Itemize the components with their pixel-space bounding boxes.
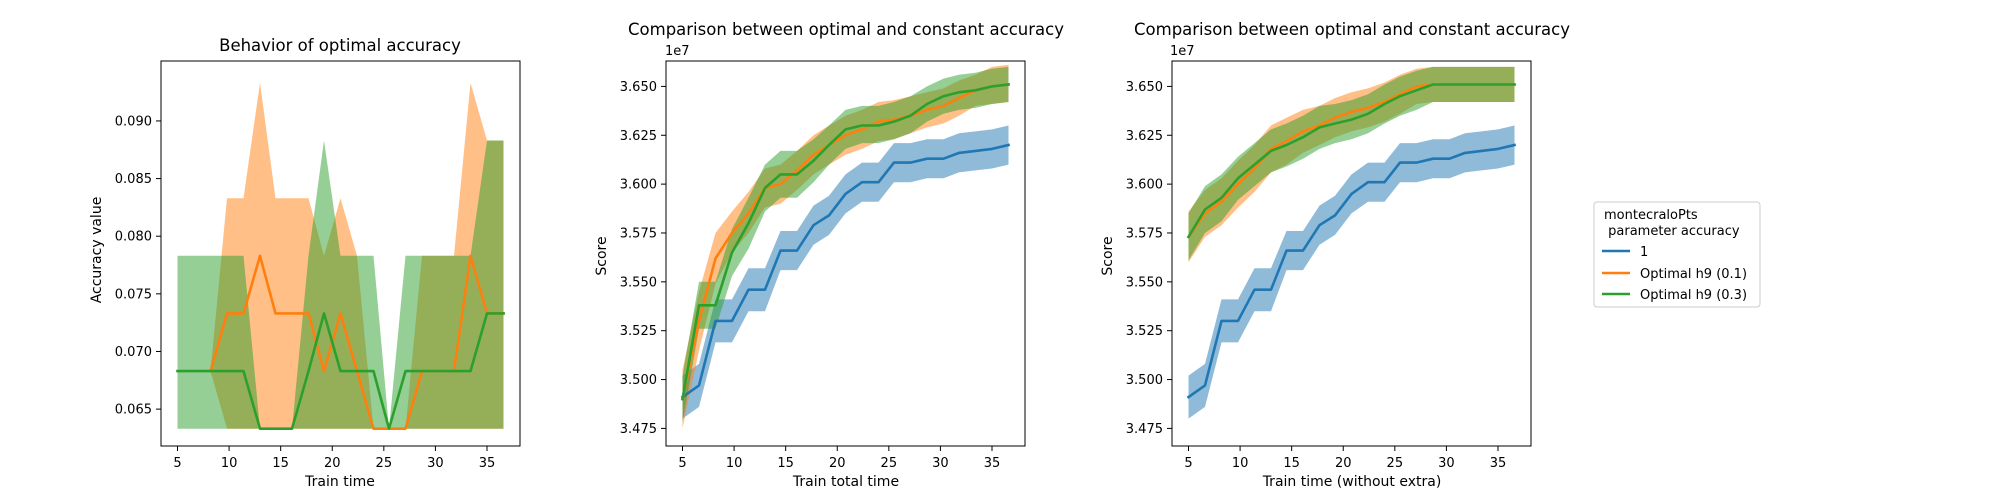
y-axis-ticks: 0.065 0.070 0.075 0.080 0.085 0.090 (115, 114, 161, 418)
legend: montecraloPts parameter accuracy 1 Optim… (1593, 201, 1761, 308)
legend-box (1593, 201, 1761, 308)
x-tick-label: 25 (376, 456, 393, 471)
chart-comparison-total-time: Comparison between optimal and constant … (594, 20, 1064, 490)
series-line-0 (680, 143, 1011, 399)
y-tick-label: 3.500 (1126, 373, 1163, 388)
y-tick-label: 3.625 (1126, 129, 1163, 144)
confidence-band-1 (177, 140, 504, 429)
x-tick-label: 20 (1335, 456, 1352, 471)
y-tick-label: 3.600 (620, 178, 657, 193)
y-tick-label: 3.500 (620, 373, 657, 388)
series-lines (1186, 83, 1517, 399)
y-tick-label: 3.650 (620, 80, 657, 95)
series-lines (176, 254, 505, 431)
legend-title-line2: parameter accuracy (1604, 224, 1740, 239)
series-line-1 (176, 312, 505, 431)
y-tick-label: 3.525 (1126, 324, 1163, 339)
y-tick-label: 0.080 (115, 230, 152, 245)
series-line-0 (1186, 143, 1517, 399)
x-tick-label: 10 (221, 456, 238, 471)
x-axis-ticks: 5 10 15 20 25 30 35 (1184, 446, 1506, 471)
confidence-bands (177, 82, 504, 429)
y-tick-label: 0.070 (115, 345, 152, 360)
legend-entry: Optimal h9 (0.1) (1602, 267, 1747, 282)
x-tick-label: 5 (1184, 456, 1192, 471)
chart-title: Comparison between optimal and constant … (628, 20, 1064, 39)
x-tick-label: 5 (678, 456, 686, 471)
x-tick-label: 30 (932, 456, 949, 471)
y-tick-label: 3.550 (1126, 275, 1163, 290)
confidence-band-0 (1188, 125, 1515, 419)
y-axis-label: Score (1100, 236, 1116, 275)
y-axis-label: Accuracy value (89, 197, 105, 304)
x-tick-label: 10 (726, 456, 743, 471)
x-axis-label: Train total time (792, 474, 899, 490)
legend-label: Optimal h9 (0.1) (1640, 267, 1747, 282)
legend-label: 1 (1640, 245, 1648, 260)
x-axis-label: Train time (304, 474, 375, 490)
x-tick-label: 15 (777, 456, 794, 471)
y-tick-label: 0.075 (115, 287, 152, 302)
series-line-2 (680, 83, 1010, 401)
y-tick-label: 3.475 (620, 422, 657, 437)
y-axis-exponent: 1e7 (1170, 44, 1195, 59)
y-tick-label: 3.575 (1126, 226, 1163, 241)
chart-title: Comparison between optimal and constant … (1134, 20, 1570, 39)
chart-accuracy-behavior: Behavior of optimal accuracy 5 10 15 20 25 30… (89, 36, 521, 490)
x-tick-label: 35 (1490, 456, 1507, 471)
x-tick-label: 35 (984, 456, 1001, 471)
y-axis-label: Score (594, 236, 610, 275)
y-tick-label: 3.650 (1126, 80, 1163, 95)
x-tick-label: 20 (324, 456, 341, 471)
series-line-2 (1186, 83, 1516, 239)
x-axis-label: Train time (without extra) (1262, 474, 1442, 490)
x-tick-label: 15 (272, 456, 289, 471)
chart-title: Behavior of optimal accuracy (219, 36, 461, 55)
plot-frame (665, 60, 1026, 447)
legend-entry: Optimal h9 (0.3) (1602, 288, 1747, 303)
plot-frame (160, 60, 521, 447)
y-axis-ticks: 3.475 3.500 3.525 3.550 3.575 3.600 3.625 3.650 (620, 80, 666, 437)
y-tick-label: 0.085 (115, 172, 152, 187)
confidence-band-2 (682, 66, 1009, 423)
legend-entry: 1 (1602, 245, 1648, 260)
y-tick-label: 3.525 (620, 324, 657, 339)
y-tick-label: 0.065 (115, 403, 152, 418)
chart-comparison-train-time: Comparison between optimal and constant … (1100, 20, 1570, 490)
confidence-band-0 (682, 125, 1009, 419)
x-tick-label: 35 (479, 456, 496, 471)
x-tick-label: 20 (829, 456, 846, 471)
y-tick-label: 3.475 (1126, 422, 1163, 437)
y-tick-label: 0.090 (115, 114, 152, 129)
x-tick-label: 10 (1232, 456, 1249, 471)
y-tick-label: 3.625 (620, 129, 657, 144)
x-tick-label: 30 (427, 456, 444, 471)
x-axis-ticks: 5 10 15 20 25 30 35 (678, 446, 1000, 471)
y-tick-label: 3.600 (1126, 178, 1163, 193)
plot-frame (1171, 60, 1532, 447)
x-tick-label: 25 (881, 456, 898, 471)
legend-title-line1: montecraloPts (1604, 208, 1698, 223)
series-line-1 (680, 83, 1010, 401)
confidence-bands (682, 64, 1009, 429)
x-axis-ticks: 5 10 15 20 25 30 35 (173, 446, 495, 471)
x-tick-label: 30 (1438, 456, 1455, 471)
y-axis-ticks: 3.475 3.500 3.525 3.550 3.575 3.600 3.625 3.650 (1126, 80, 1172, 437)
x-tick-label: 25 (1387, 456, 1404, 471)
legend-label: Optimal h9 (0.3) (1640, 288, 1747, 303)
y-tick-label: 3.575 (620, 226, 657, 241)
x-tick-label: 5 (173, 456, 181, 471)
x-tick-label: 15 (1283, 456, 1300, 471)
y-tick-label: 3.550 (620, 275, 657, 290)
series-lines (680, 83, 1011, 401)
y-axis-exponent: 1e7 (665, 44, 690, 59)
